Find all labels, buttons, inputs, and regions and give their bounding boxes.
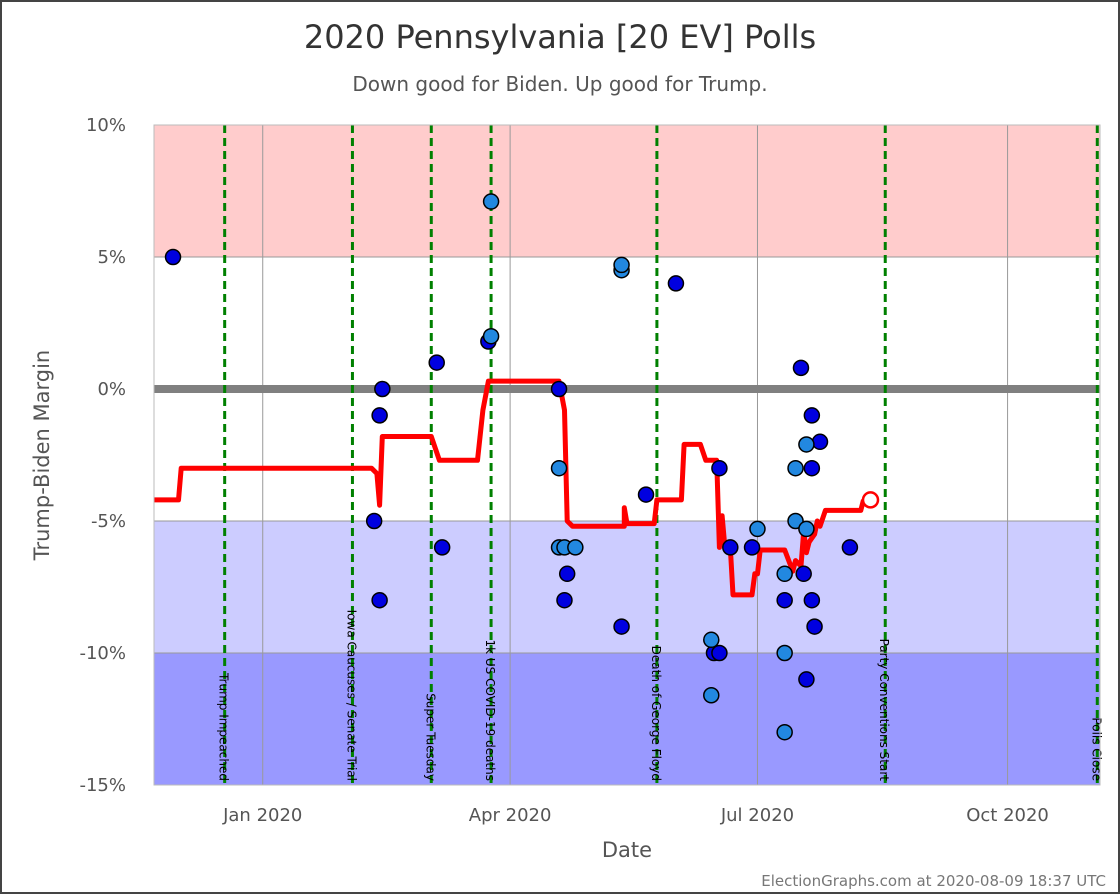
event-label: Super Tuesday [423,693,437,781]
event-label: Polls Close [1089,717,1103,781]
x-tick-label: Apr 2020 [469,805,552,826]
poll-point-dark [776,591,793,609]
poll-point-dark [803,459,821,477]
margin-band [154,521,1100,653]
poll-point-dark [803,407,821,424]
poll-point-light [749,520,766,538]
poll-point-dark [667,275,685,292]
poll-point-light [703,686,720,704]
poll-point-dark [556,591,573,609]
event-label: Iowa Caucuses / Senate Trial [344,610,358,781]
x-tick-label: Jan 2020 [222,805,302,826]
poll-point-dark [841,539,859,556]
margin-band [154,125,1100,257]
poll-point-light [567,539,584,556]
poll-point-light [482,193,500,210]
event-label: Death of George Floyd [649,646,663,781]
poll-point-dark [374,380,391,398]
chart-title: 2020 Pennsylvania [20 EV] Polls [303,18,817,56]
event-label: Trump Impeached [217,672,231,781]
average-end-marker [861,491,880,509]
poll-point-dark [795,565,812,583]
poll-point-dark [711,459,728,477]
poll-point-light [798,436,815,453]
margin-band [154,653,1100,785]
plot-border [153,124,1101,786]
y-tick-label: 5% [97,247,126,268]
poll-point-dark [798,671,815,688]
x-tick-label: Oct 2020 [966,805,1049,826]
event-label: Party Conventions Start [877,639,891,782]
poll-point-dark [371,591,388,609]
poll-point-light [482,327,500,345]
y-tick-label: -10% [79,643,126,664]
poll-point-dark [743,539,761,556]
y-tick-label: 10% [86,115,126,136]
poll-point-light [776,565,793,583]
y-axis-label: Trump-Biden Margin [30,349,54,561]
poll-point-dark [164,248,182,266]
poll-point-light [703,631,720,649]
poll-point-dark [433,539,451,556]
poll-point-dark [365,512,383,530]
x-tick-label: Jul 2020 [720,805,794,826]
poll-point-dark [811,433,829,451]
poll-point-light [787,459,804,477]
poll-point-dark [613,618,630,635]
event-label: 1k US COVID-19 deaths [483,639,497,781]
poll-point-dark [806,618,823,635]
y-tick-label: -5% [91,511,126,532]
chart-subtitle: Down good for Biden. Up good for Trump. [352,72,768,96]
poll-point-light [798,520,815,538]
poll-point-dark [711,644,728,662]
poll-point-light [776,723,793,741]
poll-point-light [787,512,804,530]
poll-point-dark [428,354,445,371]
x-axis-label: Date [601,838,653,862]
poll-point-dark [371,407,388,424]
y-tick-label: -15% [79,775,126,796]
poll-point-dark [637,486,655,503]
poll-point-light [550,459,568,477]
footer-credit: ElectionGraphs.com at 2020-08-09 18:37 U… [761,872,1106,890]
poll-point-dark [722,539,739,556]
poll-point-light [613,256,630,274]
poll-point-dark [792,359,810,377]
poll-point-light [776,644,793,662]
poll-point-dark [550,380,568,398]
poll-point-dark [803,591,821,609]
poll-point-dark [558,565,576,583]
y-tick-label: 0% [97,379,126,400]
